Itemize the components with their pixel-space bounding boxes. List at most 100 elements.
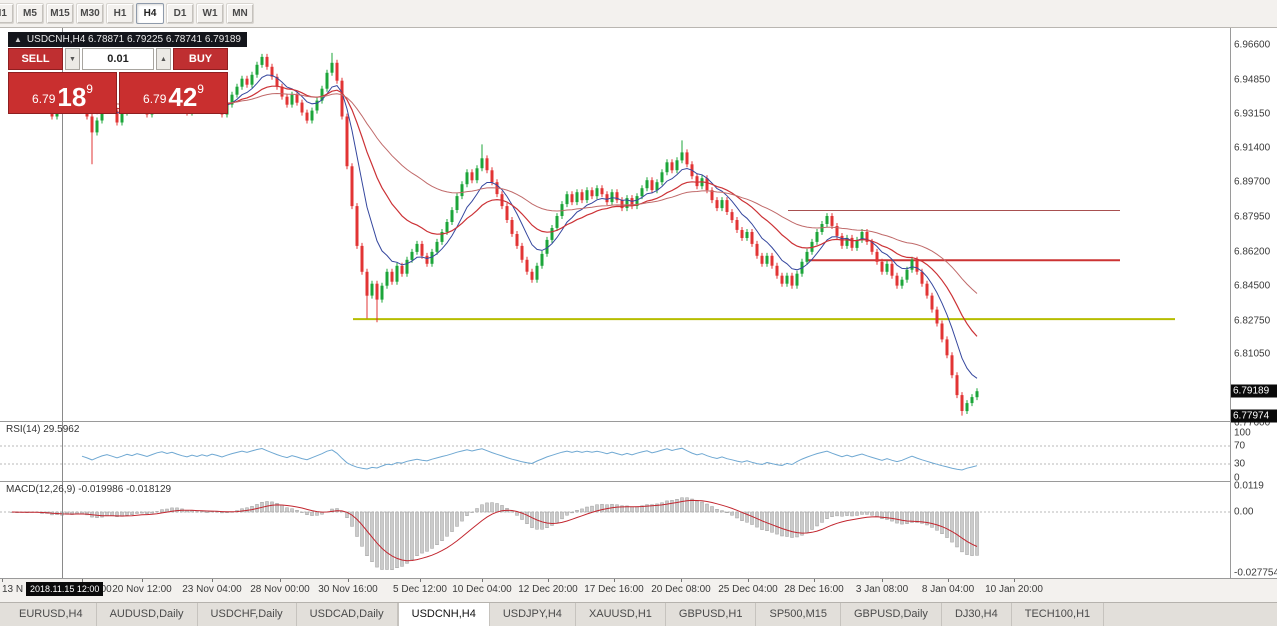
selected-time-badge: 2018.11.15 12:00 [26,582,104,596]
chart-title: ▲ USDCNH,H4 6.78871 6.79225 6.78741 6.79… [8,32,247,47]
chart-tab-eurusd[interactable]: EURUSD,H4 [6,603,97,626]
chart-tab-usdchf[interactable]: USDCHF,Daily [198,603,297,626]
price-scale-label: 6.94850 [1234,74,1271,86]
timeframe-button-m30[interactable]: M30 [76,3,104,24]
macd-indicator-label: MACD(12,26,9) -0.019986 -0.018129 [6,484,172,495]
chart-tab-usdcad[interactable]: USDCAD,Daily [297,603,398,626]
rsi-level-label: 30 [1234,458,1246,470]
chart-tab-usdjpy[interactable]: USDJPY,H4 [490,603,576,626]
panel-separator[interactable] [0,421,1277,422]
price-scale[interactable]: 6.96600 6.94850 6.93150 6.91400 6.89700 6.879… [1230,28,1277,579]
price-scale-label: 6.86200 [1234,246,1271,258]
chart-tab-sp500[interactable]: SP500,M15 [756,603,841,626]
price-scale-label: 6.89700 [1234,176,1271,188]
rsi-level-label: 0 [1234,472,1240,483]
chart-tab-usdcnh[interactable]: USDCNH,H4 [397,603,490,626]
chart-tab-tech100[interactable]: TECH100,H1 [1012,603,1105,626]
timeframe-button-d1[interactable]: D1 [166,3,194,24]
rsi-level-label: 70 [1234,440,1246,452]
chart-arrow-icon: ▲ [14,35,22,44]
sell-button[interactable]: SELL [8,48,63,70]
timeframe-button-m5[interactable]: M5 [16,3,44,24]
time-axis-label: 25 Dec 04:00 [718,584,778,595]
time-axis-tick [280,579,281,582]
chart-tab-audusd[interactable]: AUDUSD,Daily [97,603,198,626]
macd-level-label: -0.027754 [1234,567,1277,579]
current-price-badge: 6.79189 [1231,384,1277,398]
time-axis-label: 28 Nov 00:00 [250,584,310,595]
macd-panel[interactable] [0,482,1230,578]
time-axis-label: 28 Dec 16:00 [784,584,844,595]
timeframe-button-m1[interactable]: M1 [0,3,14,24]
rsi-panel[interactable] [0,422,1230,481]
bid-price-sup: 9 [86,82,93,96]
time-axis-label: 12 Dec 20:00 [518,584,578,595]
caret-down-icon: ▼ [69,55,76,63]
timeframe-button-h1[interactable]: H1 [106,3,134,24]
bid-price-big: 18 [57,82,87,112]
chart-tab-xauusd[interactable]: XAUUSD,H1 [576,603,666,626]
timeframe-button-w1[interactable]: W1 [196,3,224,24]
ask-price-button[interactable]: 6.79 42 9 [119,72,228,114]
time-axis-tick [420,579,421,582]
timeframe-toolbar: M1M5M15M30H1H4D1W1MN [0,0,1277,28]
price-scale-label: 6.81050 [1234,348,1271,360]
time-axis-tick [348,579,349,582]
ask-price-big: 42 [168,82,198,112]
time-axis-tick [882,579,883,582]
rsi-level-label: 100 [1234,427,1251,438]
time-axis-label: 30 Nov 16:00 [318,584,378,595]
macd-level-label: 0.0119 [1234,480,1264,492]
time-axis-tick [548,579,549,582]
time-axis-label: 20 Nov 12:00 [112,584,172,595]
chart-tab-dj30[interactable]: DJ30,H4 [942,603,1012,626]
time-axis-tick [142,579,143,582]
panel-separator[interactable] [0,481,1277,482]
macd-level-label: 0.00 [1234,506,1254,518]
price-scale-label: 6.96600 [1234,39,1271,51]
timeframe-button-m15[interactable]: M15 [46,3,74,24]
time-axis-tick [948,579,949,582]
timeframe-button-h4[interactable]: H4 [136,3,164,24]
chart-title-text: USDCNH,H4 6.78871 6.79225 6.78741 6.7918… [26,34,241,45]
one-click-trading-panel: SELL ▼ ▲ BUY 6.79 18 9 6.79 42 9 [8,48,228,114]
chart-tab-gbpusd[interactable]: GBPUSD,Daily [841,603,942,626]
time-axis-label: 5 Dec 12:00 [393,584,447,595]
price-scale-label: 6.82750 [1234,315,1271,326]
price-scale-label: 6.84500 [1234,280,1271,292]
time-axis-label: 23 Nov 04:00 [182,584,242,595]
volume-down-button[interactable]: ▼ [65,48,80,70]
chart-tabs-bar: EURUSD,H4 AUDUSD,Daily USDCHF,Daily USDCAD,… [0,602,1277,626]
time-axis-tick [82,579,83,582]
time-axis-tick [482,579,483,582]
time-axis-label: 3 Jan 08:00 [855,584,909,595]
vertical-line-object[interactable] [62,28,63,578]
time-axis-tick [748,579,749,582]
buy-button[interactable]: BUY [173,48,228,70]
time-axis-label: 10 Dec 04:00 [452,584,512,595]
volume-input[interactable] [82,48,154,70]
time-axis-tick [681,579,682,582]
time-axis-tick [2,579,3,582]
timeframe-button-mn[interactable]: MN [226,3,254,24]
time-axis-label: 13 N [2,584,24,595]
price-scale-label: 6.77600 [1234,417,1271,429]
time-axis-label: 10 Jan 20:00 [985,584,1043,595]
chart-window: ▲ USDCNH,H4 6.78871 6.79225 6.78741 6.79… [0,28,1277,579]
bid-price-button[interactable]: 6.79 18 9 [8,72,117,114]
ask-price-prefix: 6.79 [143,92,167,106]
time-axis-tick [1014,579,1015,582]
time-axis-tick [212,579,213,582]
time-axis-label: 20 Dec 08:00 [651,584,711,595]
caret-up-icon: ▲ [160,55,167,63]
bid-price-prefix: 6.79 [32,92,56,106]
time-axis-label: 17 Dec 16:00 [584,584,644,595]
time-axis-tick [614,579,615,582]
price-scale-label: 6.91400 [1234,142,1271,154]
low-price-badge: 6.77974 [1231,409,1277,422]
time-axis-tick [814,579,815,582]
chart-tab-gbpusd[interactable]: GBPUSD,H1 [666,603,757,626]
volume-up-button[interactable]: ▲ [156,48,171,70]
